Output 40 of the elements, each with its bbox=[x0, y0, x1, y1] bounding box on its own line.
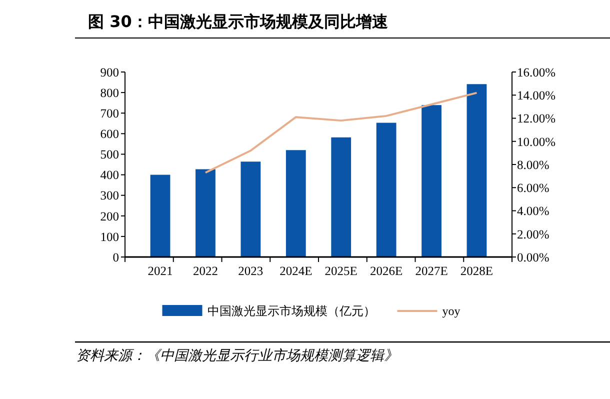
y-tick-label: 900 bbox=[100, 65, 119, 80]
bar bbox=[331, 137, 352, 257]
x-tick-label: 2022 bbox=[192, 264, 218, 278]
x-tick-label: 2024E bbox=[280, 264, 313, 278]
bar bbox=[240, 162, 261, 257]
y2-tick-label: 16.00% bbox=[517, 65, 556, 80]
x-tick-label: 2025E bbox=[324, 264, 358, 278]
y2-tick-label: 0.00% bbox=[517, 250, 550, 264]
bar bbox=[196, 169, 216, 257]
y2-tick-label: 12.00% bbox=[517, 112, 556, 126]
y-tick-label: 600 bbox=[100, 127, 119, 142]
y-tick-label: 300 bbox=[100, 188, 119, 203]
y-tick-label: 700 bbox=[100, 106, 119, 120]
x-tick-label: 2026E bbox=[370, 264, 403, 278]
bar bbox=[286, 150, 306, 257]
y-tick-label: 500 bbox=[100, 148, 119, 162]
y2-tick-label: 6.00% bbox=[517, 181, 550, 195]
y-tick-label: 0 bbox=[112, 250, 119, 264]
x-tick-label: 2028E bbox=[460, 264, 494, 278]
bar bbox=[376, 122, 396, 257]
x-tick-label: 2027E bbox=[415, 264, 448, 278]
y-tick-label: 100 bbox=[100, 230, 119, 244]
y-tick-label: 200 bbox=[100, 209, 119, 224]
legend-label: 中国激光显示市场规模（亿元） bbox=[207, 304, 376, 318]
bar bbox=[466, 84, 487, 257]
y2-tick-label: 14.00% bbox=[517, 88, 556, 102]
bar bbox=[150, 174, 170, 257]
y2-tick-label: 8.00% bbox=[517, 158, 550, 172]
x-tick-label: 2023 bbox=[238, 264, 264, 278]
y2-tick-label: 10.00% bbox=[517, 134, 556, 149]
x-tick-label: 2021 bbox=[148, 264, 173, 278]
y2-tick-label: 2.00% bbox=[517, 227, 550, 242]
text: 资料来源：《中国激光显示行业市场规模测算逻辑》 bbox=[76, 348, 398, 364]
y2-tick-label: 4.00% bbox=[517, 204, 550, 218]
chart-title: 图 30：中国激光显示市场规模及同比增速 bbox=[88, 12, 389, 31]
y-tick-label: 800 bbox=[100, 86, 119, 100]
legend-label: yoy bbox=[442, 304, 460, 318]
bar bbox=[422, 105, 442, 257]
y-tick-label: 400 bbox=[100, 168, 119, 182]
line-series bbox=[204, 92, 478, 174]
